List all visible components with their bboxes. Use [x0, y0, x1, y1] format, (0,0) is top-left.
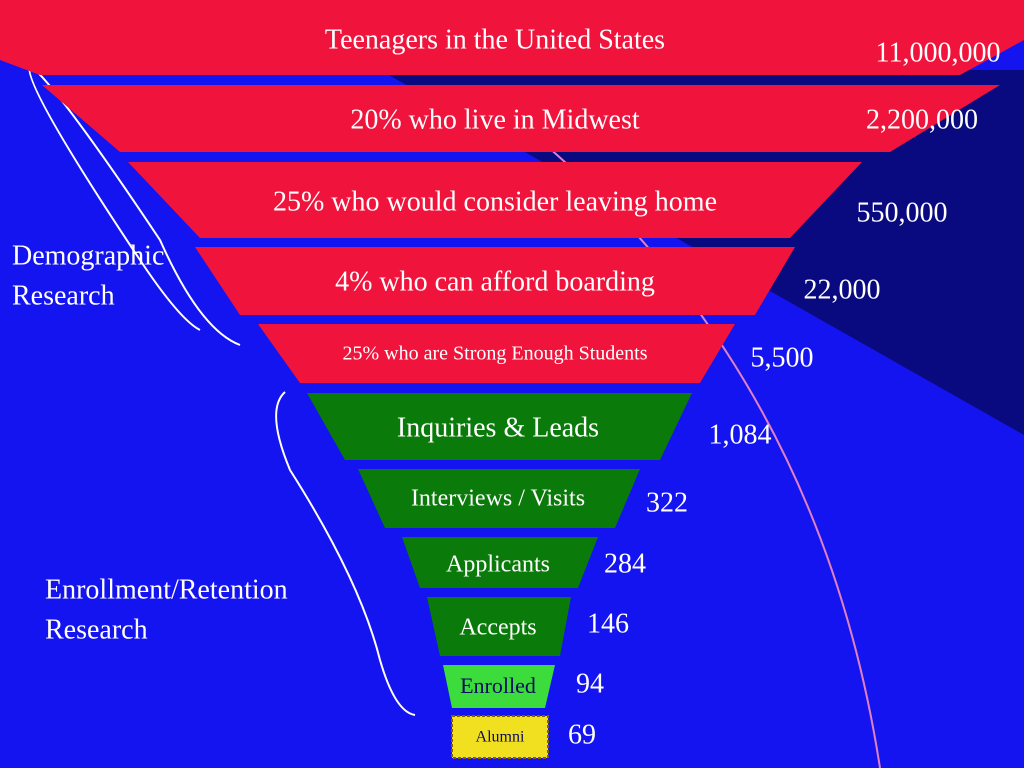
stage-value: 550,000	[857, 197, 948, 228]
stage-value: 2,200,000	[866, 104, 978, 135]
bracket	[28, 64, 201, 331]
stage-value: 22,000	[804, 274, 881, 305]
stage-label: Accepts	[459, 615, 536, 641]
funnel-stage	[402, 537, 598, 588]
stage-value: 322	[646, 487, 688, 518]
stage-label: 4% who can afford boarding	[335, 266, 655, 297]
stage-label: 25% who are Strong Enough Students	[343, 343, 648, 365]
funnel-stage	[42, 85, 1000, 152]
stage-value: 94	[576, 668, 604, 699]
funnel-stage	[307, 393, 692, 460]
stage-value: 146	[587, 608, 629, 639]
group-label: Demographic	[12, 240, 164, 271]
stage-value: 5,500	[751, 342, 814, 373]
stage-label: Inquiries & Leads	[397, 412, 599, 443]
stage-label: Applicants	[446, 552, 550, 578]
stage-label: Enrolled	[460, 673, 536, 698]
stage-value: 1,084	[709, 419, 772, 450]
group-label: Research	[45, 614, 148, 645]
stage-value: 284	[604, 548, 646, 579]
stage-value: 69	[568, 719, 596, 750]
stage-label: 25% who would consider leaving home	[273, 186, 717, 217]
stage-value: 11,000,000	[876, 37, 1001, 68]
funnel-stage	[451, 715, 549, 759]
group-label: Research	[12, 280, 115, 311]
funnel-stage	[128, 162, 862, 238]
bracket	[275, 391, 416, 716]
group-label: Enrollment/Retention	[45, 574, 288, 605]
stage-label: 20% who live in Midwest	[350, 104, 640, 135]
funnel-stage	[443, 665, 555, 708]
stage-label: Interviews / Visits	[411, 486, 585, 512]
funnel-stage	[358, 469, 640, 528]
funnel-stage	[258, 324, 735, 383]
funnel-stage	[427, 597, 571, 656]
stage-label: Teenagers in the United States	[325, 24, 665, 55]
funnel-stage	[0, 0, 1024, 75]
funnel-stage	[195, 247, 795, 315]
stage-label: Alumni	[476, 729, 525, 746]
